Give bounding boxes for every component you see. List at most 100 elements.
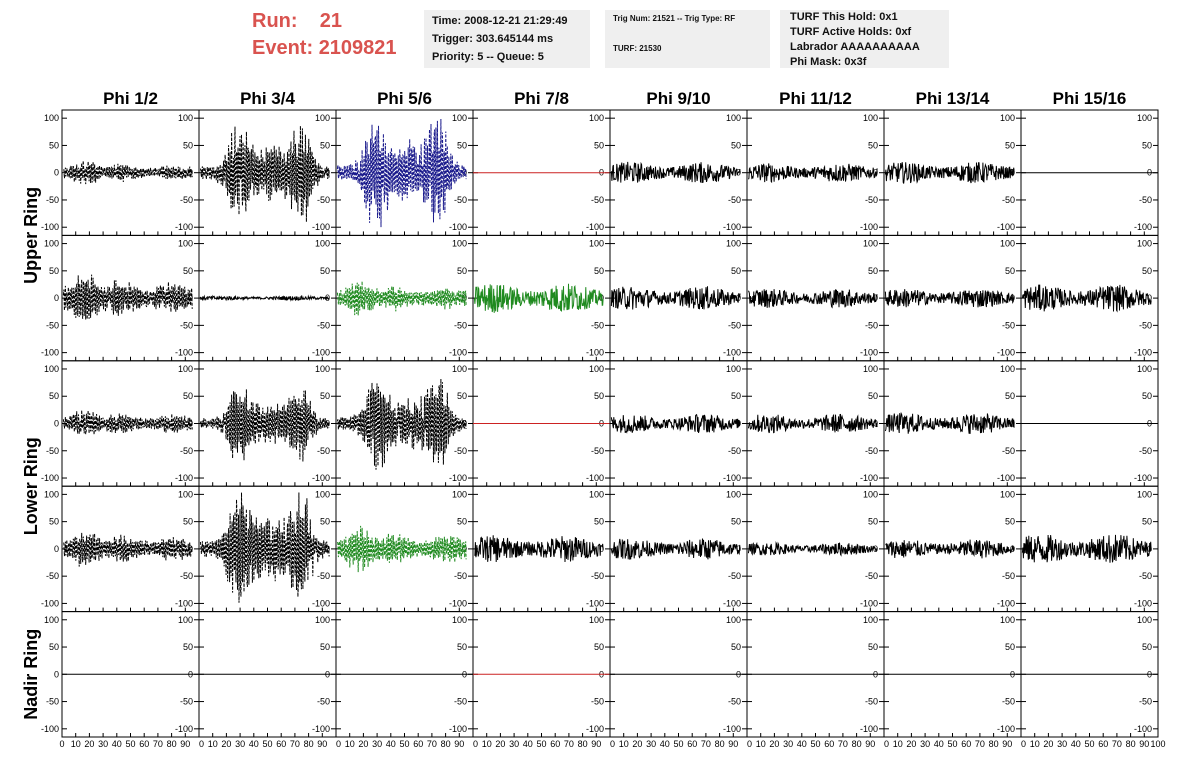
y-tick-label-right: 50 — [320, 266, 330, 276]
y-tick-label-right: -100 — [449, 222, 467, 232]
x-tick-label: 0 — [1021, 739, 1026, 749]
y-tick-label-right: -100 — [312, 724, 330, 734]
y-tick-label-right: 50 — [868, 517, 878, 527]
x-tick-label: 30 — [1057, 739, 1067, 749]
y-tick-label-right: 100 — [589, 615, 604, 625]
waveform-r2-c1 — [62, 274, 193, 320]
y-tick-label-right: 50 — [320, 517, 330, 527]
y-tick-label-right: 50 — [1005, 140, 1015, 150]
labrador-text: Labrador AAAAAAAAAA — [790, 41, 920, 53]
y-tick-label-right: -100 — [312, 473, 330, 483]
y-tick-label-right: 50 — [731, 391, 741, 401]
x-tick-label: 70 — [153, 739, 163, 749]
y-tick-label-right: -50 — [728, 320, 741, 330]
event-value: 2109821 — [318, 37, 397, 59]
y-tick-label-right: 50 — [1005, 517, 1015, 527]
x-tick-label: 40 — [1071, 739, 1081, 749]
y-tick-label-right: 50 — [1005, 266, 1015, 276]
x-tick-label: 60 — [961, 739, 971, 749]
y-tick-label-right: 50 — [1142, 266, 1152, 276]
y-tick-label-right: 100 — [452, 239, 467, 249]
y-tick-label-right: 50 — [1142, 642, 1152, 652]
waveform-r1-c2 — [199, 125, 330, 222]
x-tick-label: 10 — [345, 739, 355, 749]
y-tick-label-left: -100 — [41, 724, 59, 734]
trig-num-text: Trig Num: 21521 -- Trig Type: RF — [613, 14, 736, 23]
y-tick-label-right: 50 — [457, 642, 467, 652]
x-tick-label: 40 — [523, 739, 533, 749]
x-tick-label: 30 — [783, 739, 793, 749]
y-tick-label-right: 100 — [1000, 364, 1015, 374]
y-tick-label-right: -50 — [454, 446, 467, 456]
run-row: Run: 21 — [252, 8, 397, 35]
y-tick-label-left: -50 — [46, 571, 59, 581]
y-tick-label-right: -100 — [723, 724, 741, 734]
phi-mask-text: Phi Mask: 0x3f — [790, 56, 867, 68]
y-tick-label-right: -100 — [723, 348, 741, 358]
y-tick-label-right: 100 — [726, 113, 741, 123]
waveform-r3-c7 — [884, 411, 1015, 434]
y-tick-label-right: -100 — [1134, 598, 1152, 608]
x-tick-label: 20 — [358, 739, 368, 749]
x-tick-label: 0 — [473, 739, 478, 749]
y-tick-label-right: 50 — [1142, 140, 1152, 150]
y-tick-label-left: 0 — [54, 293, 59, 303]
x-tick-label: 50 — [1084, 739, 1094, 749]
waveform-r1-c1 — [63, 160, 193, 185]
y-tick-label-right: -50 — [317, 320, 330, 330]
trigger-text: Trigger: 303.645144 ms — [432, 33, 554, 45]
y-tick-label-right: -100 — [586, 473, 604, 483]
y-tick-label-left: 50 — [49, 140, 59, 150]
y-tick-label-right: -50 — [865, 697, 878, 707]
turf-hold-text: TURF This Hold: 0x1 — [790, 11, 898, 23]
x-tick-label: 60 — [824, 739, 834, 749]
ring-label-3: Nadir Ring — [21, 629, 41, 720]
y-tick-label-right: -100 — [723, 598, 741, 608]
waveform-r2-c3 — [336, 281, 467, 316]
x-tick-label: 10 — [893, 739, 903, 749]
y-tick-label-right: 0 — [736, 544, 741, 554]
y-tick-label-right: -50 — [591, 446, 604, 456]
x-tick-label: 20 — [632, 739, 642, 749]
y-tick-label-right: -100 — [997, 724, 1015, 734]
y-tick-label-right: 50 — [457, 140, 467, 150]
x-tick-label: 80 — [852, 739, 862, 749]
waveform-r2-c7 — [884, 289, 1015, 308]
y-tick-label-right: -50 — [591, 195, 604, 205]
x-tick-label: 10 — [208, 739, 218, 749]
column-header-5: Phi 9/10 — [646, 89, 710, 108]
y-tick-label-right: -50 — [454, 697, 467, 707]
x-tick-label: 80 — [167, 739, 177, 749]
y-tick-label-right: 100 — [178, 239, 193, 249]
y-tick-label-left: 100 — [44, 489, 59, 499]
y-tick-label-right: 100 — [863, 364, 878, 374]
y-tick-label-right: 50 — [183, 140, 193, 150]
y-tick-label-right: 100 — [1137, 615, 1152, 625]
y-tick-label-right: -50 — [180, 195, 193, 205]
y-tick-label-right: -50 — [180, 571, 193, 581]
x-tick-label: 70 — [1112, 739, 1122, 749]
y-tick-label-right: -100 — [1134, 222, 1152, 232]
waveform-r4-c4 — [474, 535, 604, 563]
y-tick-label-right: 100 — [178, 113, 193, 123]
y-tick-label-right: 50 — [183, 391, 193, 401]
ring-label-1: Upper Ring — [21, 187, 41, 284]
y-tick-label-right: 100 — [726, 615, 741, 625]
y-tick-label-right: 100 — [1137, 489, 1152, 499]
y-tick-label-right: 0 — [873, 293, 878, 303]
y-tick-label-right: 100 — [589, 489, 604, 499]
y-tick-label-right: -50 — [865, 320, 878, 330]
y-tick-label-left: 0 — [54, 168, 59, 178]
y-tick-label-right: -50 — [1002, 446, 1015, 456]
y-tick-label-right: 100 — [315, 615, 330, 625]
x-tick-label: 50 — [262, 739, 272, 749]
y-tick-label-right: 50 — [594, 517, 604, 527]
waveform-r4-c2 — [199, 492, 330, 603]
y-tick-label-right: -100 — [723, 222, 741, 232]
waveform-r1-c7 — [884, 162, 1015, 184]
event-label: Event: — [252, 37, 314, 59]
y-tick-label-right: 100 — [1000, 489, 1015, 499]
x-tick-label: 60 — [687, 739, 697, 749]
y-tick-label-right: -100 — [723, 473, 741, 483]
waveform-r3-c6 — [747, 413, 878, 434]
